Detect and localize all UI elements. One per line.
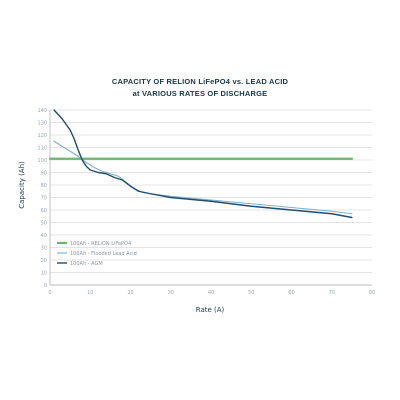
y-tick-label: 50 — [41, 221, 47, 227]
x-tick-label: 0 — [48, 290, 51, 296]
x-tick-label: 70 — [329, 290, 335, 296]
axes-layer: 0 10 20 30 40 50 60 70 80 90 100 110 120 130 140 0 10 20 3… — [37, 108, 375, 296]
legend: 100Ah - RELiON LiFePO4 100Ah - Flooded Le… — [57, 241, 137, 267]
chart-subtitle: at VARIOUS RATES OF DISCHARGE — [132, 89, 268, 98]
x-tick-label: 20 — [127, 290, 133, 296]
series-line — [53, 109, 353, 219]
y-axis-label: Capacity (Ah) — [18, 161, 26, 209]
series-line — [53, 140, 353, 215]
y-tick-label: 80 — [41, 183, 47, 189]
y-tick-label: 30 — [41, 246, 47, 252]
y-tick-label: 130 — [37, 121, 47, 127]
x-tick-label: 80 — [369, 290, 375, 296]
legend-label: 100Ah - Flooded Lead Acid — [70, 251, 137, 257]
chart-title: CAPACITY OF RELION LiFePO4 vs. LEAD ACID — [111, 77, 289, 86]
y-tick-label: 60 — [41, 208, 47, 214]
grid-layer — [50, 109, 372, 286]
x-tick-label: 10 — [87, 290, 93, 296]
y-tick-label: 140 — [37, 108, 47, 114]
legend-label: 100Ah - RELiON LiFePO4 — [70, 241, 131, 247]
series-layer — [48, 109, 353, 219]
y-tick-label: 100 — [37, 158, 47, 164]
y-tick-label: 110 — [37, 146, 47, 152]
x-tick-label: 40 — [208, 290, 214, 296]
y-tick-label: 120 — [37, 133, 47, 139]
x-axis-label: Rate (A) — [196, 306, 225, 314]
y-tick-label: 70 — [41, 196, 47, 202]
x-tick-label: 50 — [248, 290, 254, 296]
y-tick-label: 20 — [41, 258, 47, 264]
y-tick-label: 0 — [44, 283, 47, 289]
y-tick-label: 90 — [41, 171, 47, 177]
x-tick-label: 30 — [168, 290, 174, 296]
y-tick-label: 40 — [41, 233, 47, 239]
y-tick-label: 10 — [41, 271, 47, 277]
x-tick-label: 60 — [288, 290, 294, 296]
legend-label: 100Ah - AGM — [70, 261, 103, 267]
